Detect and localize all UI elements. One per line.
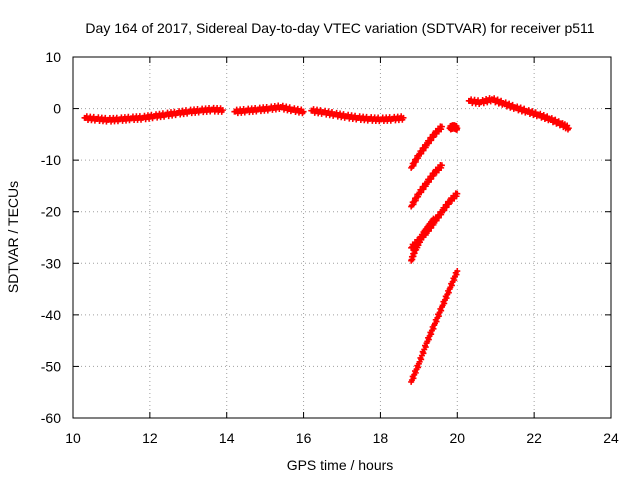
y-tick-label: 0 [53, 101, 61, 117]
x-tick-label: 24 [603, 430, 619, 446]
y-tick-label: -40 [41, 307, 61, 323]
x-tick-label: 14 [219, 430, 235, 446]
series-4 [446, 122, 461, 133]
series-2 [308, 106, 407, 125]
data-point [454, 125, 461, 132]
ticks: 10 12 14 16 18 20 22 24 10 0 -10 -20 -30 -40 -50 -60 [41, 49, 619, 446]
data-point [565, 125, 572, 132]
data-point [438, 162, 445, 169]
series-0 [81, 104, 226, 125]
x-tick-label: 10 [65, 430, 81, 446]
y-axis-label: SDTVAR / TECUs [5, 181, 21, 293]
series-5 [408, 162, 445, 210]
y-tick-label: -30 [41, 255, 61, 271]
x-axis-label: GPS time / hours [287, 457, 394, 473]
series-9 [465, 95, 572, 133]
y-tick-label: -10 [41, 152, 61, 168]
series-7 [408, 215, 438, 264]
data-point [438, 123, 445, 130]
series-3 [408, 123, 445, 171]
x-tick-label: 20 [449, 430, 465, 446]
data-point [454, 190, 461, 197]
series-8 [408, 268, 461, 385]
y-tick-label: -60 [41, 410, 61, 426]
data-point [454, 268, 461, 275]
data-point [300, 108, 307, 115]
y-tick-label: 10 [45, 49, 61, 65]
x-tick-label: 18 [373, 430, 389, 446]
chart-title: Day 164 of 2017, Sidereal Day-to-day VTE… [85, 20, 594, 36]
data-points [81, 95, 572, 385]
x-tick-label: 12 [142, 430, 158, 446]
plot-frame [72, 56, 612, 419]
series-1 [231, 102, 307, 117]
x-tick-label: 22 [526, 430, 542, 446]
y-tick-label: -20 [41, 204, 61, 220]
data-point [219, 107, 226, 114]
x-tick-label: 16 [296, 430, 312, 446]
data-point [400, 114, 407, 121]
data-point [431, 216, 438, 223]
y-tick-label: -50 [41, 358, 61, 374]
